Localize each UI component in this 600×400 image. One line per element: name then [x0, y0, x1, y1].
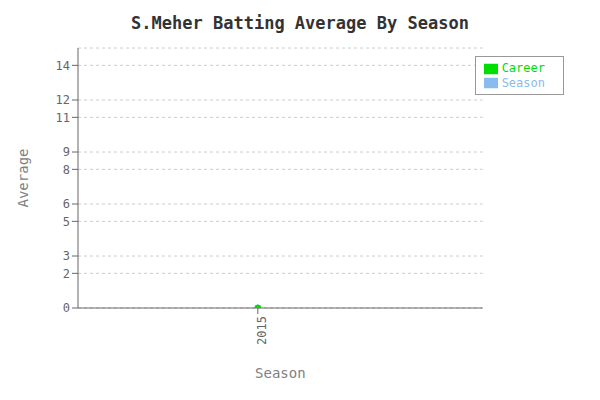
svg-text:8: 8 — [63, 163, 70, 177]
svg-text:5: 5 — [63, 215, 70, 229]
svg-text:2: 2 — [63, 267, 70, 281]
html-text:Season: Season — [501, 75, 545, 90]
html-text:S.Meher Batting Average By Sea: S.Meher Batting Average By Season — [131, 13, 469, 33]
svg-text:2015: 2015 — [255, 316, 269, 345]
svg-text:Season: Season — [255, 365, 306, 381]
svg-text:12: 12 — [56, 93, 70, 107]
svg-text:0: 0 — [63, 301, 70, 315]
svg-text:Average: Average — [15, 148, 31, 207]
svg-text:6: 6 — [63, 197, 70, 211]
svg-text:11: 11 — [56, 111, 70, 125]
svg-text:9: 9 — [63, 145, 70, 159]
svg-text:14: 14 — [56, 59, 70, 73]
html-text:Career: Career — [501, 61, 545, 75]
svg-text:3: 3 — [63, 249, 70, 263]
